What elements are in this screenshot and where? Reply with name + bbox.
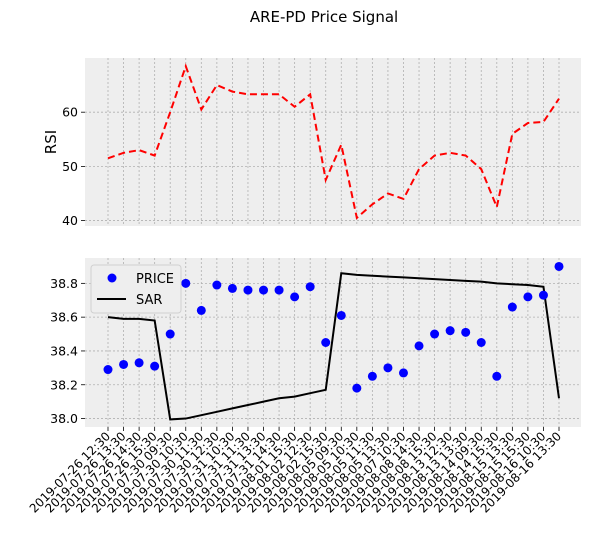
- rsi-point: [185, 65, 187, 67]
- price-point: [274, 285, 284, 295]
- price-point: [523, 292, 533, 302]
- rsi-point: [418, 168, 420, 170]
- rsi-point: [387, 193, 389, 195]
- price-point: [445, 326, 455, 336]
- y-tick-label: 38.6: [50, 310, 78, 325]
- rsi-point: [512, 133, 514, 135]
- sar-series-line: [107, 272, 560, 421]
- price-point: [414, 341, 424, 351]
- rsi-series-group: [107, 63, 560, 220]
- rsi-point: [309, 94, 311, 96]
- y-tick-label: 38.4: [50, 343, 78, 358]
- price-point: [554, 261, 564, 271]
- rsi-point: [449, 152, 451, 154]
- rsi-point: [403, 198, 405, 200]
- price-grid: [85, 258, 581, 427]
- price-point: [367, 371, 377, 381]
- y-tick-label: 40: [62, 213, 78, 228]
- rsi-point: [263, 94, 265, 96]
- rsi-point: [465, 155, 467, 157]
- legend: PRICE SAR: [90, 264, 182, 314]
- price-point: [398, 368, 408, 378]
- y-tick-label: 38.2: [50, 377, 78, 392]
- rsi-point: [123, 152, 125, 154]
- price-point: [383, 363, 393, 373]
- price-point: [181, 278, 191, 288]
- price-point: [430, 329, 440, 339]
- rsi-point: [232, 91, 234, 93]
- chart-title: ARE-PD Price Signal: [250, 8, 398, 26]
- price-point: [212, 280, 222, 290]
- rsi-point: [372, 204, 374, 206]
- price-point: [290, 292, 300, 302]
- price-panel: 38.0 38.2 38.4 38.6 38.8 2019-07-26 12:30201…: [27, 258, 581, 516]
- price-point: [538, 290, 548, 300]
- rsi-point: [325, 179, 327, 181]
- y-tick-label: 60: [62, 105, 78, 120]
- rsi-point: [496, 206, 498, 208]
- price-point: [103, 365, 113, 375]
- price-point: [243, 285, 253, 295]
- price-series-group: [103, 261, 564, 421]
- legend-sar-label: SAR: [136, 293, 162, 308]
- price-point: [259, 285, 269, 295]
- rsi-point: [558, 98, 560, 100]
- price-point: [134, 358, 144, 368]
- price-point: [119, 359, 129, 369]
- rsi-point: [340, 144, 342, 146]
- rsi-point: [216, 84, 218, 86]
- rsi-plot-area: [85, 58, 581, 226]
- price-point: [507, 302, 517, 312]
- price-point: [165, 329, 175, 339]
- rsi-series-line: [107, 63, 560, 220]
- price-point: [321, 338, 331, 347]
- legend-price-marker: [107, 273, 117, 283]
- price-point: [476, 338, 486, 347]
- rsi-y-axis-label: RSI: [42, 130, 60, 154]
- rsi-point: [201, 109, 203, 111]
- price-point: [352, 383, 362, 393]
- rsi-point: [356, 217, 358, 219]
- y-tick-label: 38.0: [50, 411, 78, 426]
- rsi-panel: 40 50 60 RSI: [42, 58, 581, 228]
- rsi-point: [154, 155, 156, 157]
- rsi-point: [480, 168, 482, 170]
- rsi-point: [169, 111, 171, 113]
- rsi-point: [107, 157, 109, 159]
- rsi-y-ticks: 40 50 60: [62, 105, 85, 228]
- legend-price-label: PRICE: [136, 272, 174, 287]
- price-point: [492, 371, 502, 381]
- rsi-point: [527, 122, 529, 124]
- rsi-point: [294, 106, 296, 108]
- rsi-point: [138, 149, 140, 151]
- price-point: [150, 361, 160, 371]
- price-point: [196, 305, 206, 315]
- y-tick-label: 38.8: [50, 276, 78, 291]
- price-point: [461, 327, 471, 337]
- rsi-point: [247, 94, 249, 96]
- price-y-ticks: 38.0 38.2 38.4 38.6 38.8: [50, 276, 85, 426]
- price-point: [336, 310, 346, 320]
- price-point: [305, 282, 315, 292]
- y-tick-label: 50: [62, 159, 78, 174]
- rsi-point: [434, 155, 436, 157]
- rsi-point: [543, 121, 545, 123]
- rsi-point: [278, 94, 280, 96]
- rsi-grid: [85, 58, 581, 226]
- price-point: [227, 283, 237, 293]
